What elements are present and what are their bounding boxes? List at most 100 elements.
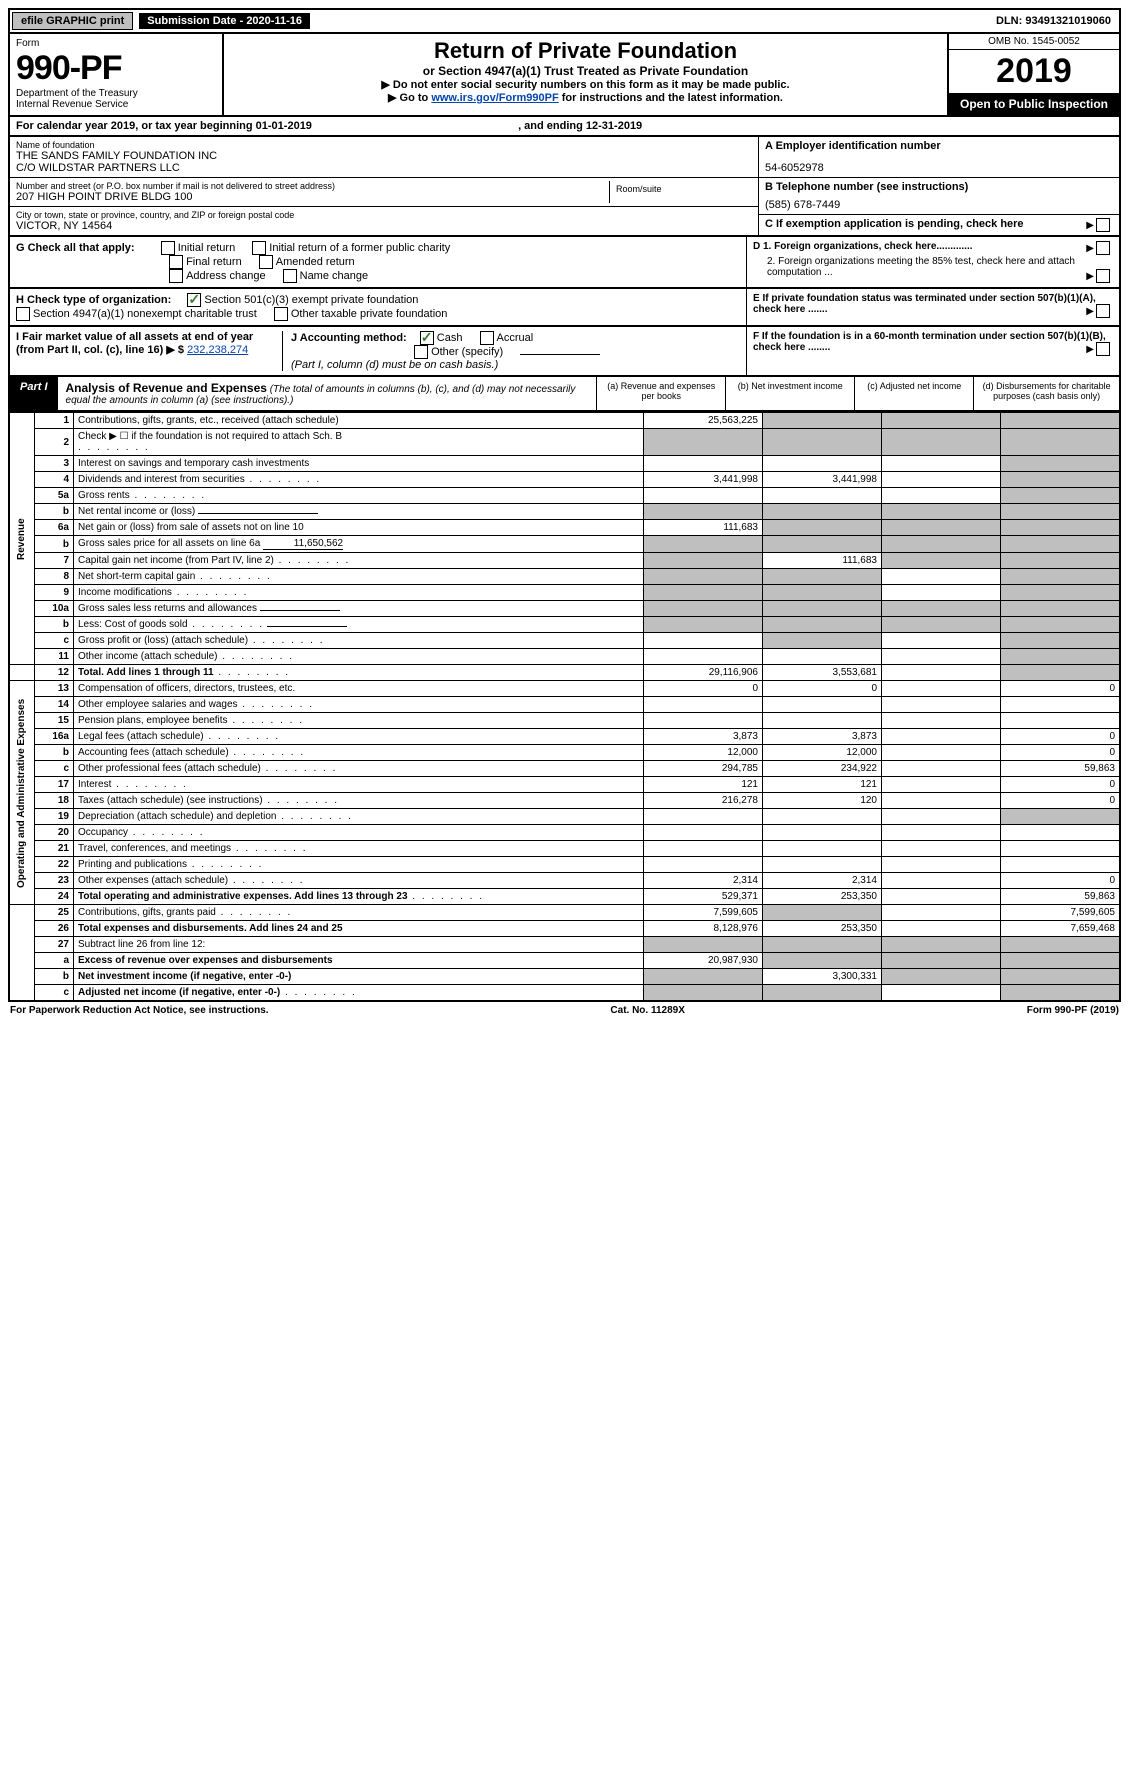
fmv-value[interactable]: 232,238,274 xyxy=(187,344,248,356)
line-number: b xyxy=(35,536,74,553)
amt-b xyxy=(763,937,882,953)
line-desc: Net short-term capital gain xyxy=(74,569,644,585)
s4947-checkbox[interactable] xyxy=(16,307,30,321)
header-right: OMB No. 1545-0052 2019 Open to Public In… xyxy=(947,34,1119,115)
amt-b xyxy=(763,649,882,665)
part1-header: Part I Analysis of Revenue and Expenses … xyxy=(8,377,1121,412)
amt-a xyxy=(644,697,763,713)
line-number: 2 xyxy=(35,429,74,456)
amt-b: 253,350 xyxy=(763,921,882,937)
amt-c xyxy=(882,633,1001,649)
amended-return-label: Amended return xyxy=(276,256,355,268)
line-desc-text: Contributions, gifts, grants paid xyxy=(78,907,216,918)
amt-b xyxy=(763,536,882,553)
line-number: 3 xyxy=(35,456,74,472)
line-desc: Contributions, gifts, grants paid xyxy=(74,905,644,921)
table-row: 25 Contributions, gifts, grants paid 7,5… xyxy=(9,905,1120,921)
amt-d xyxy=(1001,413,1121,429)
amt-b xyxy=(763,809,882,825)
amt-b xyxy=(763,413,882,429)
d1-checkbox[interactable] xyxy=(1096,241,1110,255)
line-desc-text: Gross sales price for all assets on line… xyxy=(78,538,263,549)
tax-year: 2019 xyxy=(949,50,1119,93)
final-return-checkbox[interactable] xyxy=(169,255,183,269)
amt-d xyxy=(1001,553,1121,569)
line-desc: Gross sales price for all assets on line… xyxy=(74,536,644,553)
line-desc-text: Accounting fees (attach schedule) xyxy=(78,747,229,758)
line-number: 7 xyxy=(35,553,74,569)
amt-d xyxy=(1001,841,1121,857)
name-change-checkbox[interactable] xyxy=(283,269,297,283)
d2-checkbox[interactable] xyxy=(1096,269,1110,283)
amt-a xyxy=(644,825,763,841)
other-method-checkbox[interactable] xyxy=(414,345,428,359)
amt-d xyxy=(1001,697,1121,713)
line-desc: Depreciation (attach schedule) and deple… xyxy=(74,809,644,825)
initial-former-checkbox[interactable] xyxy=(252,241,266,255)
amt-a: 29,116,906 xyxy=(644,665,763,681)
amt-d: 0 xyxy=(1001,793,1121,809)
amt-a: 12,000 xyxy=(644,745,763,761)
amt-a: 7,599,605 xyxy=(644,905,763,921)
line-desc: Income modifications xyxy=(74,585,644,601)
amt-c xyxy=(882,841,1001,857)
part1-desc: Analysis of Revenue and Expenses (The to… xyxy=(58,377,597,410)
line-desc-text: Occupancy xyxy=(78,827,128,838)
cat-number: Cat. No. 11289X xyxy=(610,1005,684,1016)
city-value: VICTOR, NY 14564 xyxy=(16,220,752,232)
line-desc: Total. Add lines 1 through 11 xyxy=(74,665,644,681)
f-checkbox[interactable] xyxy=(1096,342,1110,356)
table-row: 20 Occupancy xyxy=(9,825,1120,841)
exemption-checkbox[interactable] xyxy=(1096,218,1110,232)
amt-b: 0 xyxy=(763,681,882,697)
table-row: 5a Gross rents xyxy=(9,488,1120,504)
form-number: 990-PF xyxy=(16,49,216,88)
line-desc: Legal fees (attach schedule) xyxy=(74,729,644,745)
line-desc-text: Gross rents xyxy=(78,490,130,501)
room-label: Room/suite xyxy=(609,181,752,203)
line-desc: Accounting fees (attach schedule) xyxy=(74,745,644,761)
amt-c xyxy=(882,681,1001,697)
line-number: 12 xyxy=(35,665,74,681)
line-number: a xyxy=(35,953,74,969)
s501-checkbox[interactable] xyxy=(187,293,201,307)
line-desc: Travel, conferences, and meetings xyxy=(74,841,644,857)
revenue-side-label: Revenue xyxy=(9,413,35,665)
efile-print-button[interactable]: efile GRAPHIC print xyxy=(12,12,133,30)
other-taxable-checkbox[interactable] xyxy=(274,307,288,321)
city-label: City or town, state or province, country… xyxy=(16,210,752,220)
address-change-checkbox[interactable] xyxy=(169,269,183,283)
amt-c xyxy=(882,553,1001,569)
table-row: b Net investment income (if negative, en… xyxy=(9,969,1120,985)
phone-cell: B Telephone number (see instructions) (5… xyxy=(759,178,1119,215)
table-row: 14 Other employee salaries and wages xyxy=(9,697,1120,713)
line-desc-text: Depreciation (attach schedule) and deple… xyxy=(78,811,276,822)
goto-link[interactable]: www.irs.gov/Form990PF xyxy=(431,92,558,104)
initial-return-checkbox[interactable] xyxy=(161,241,175,255)
amt-c xyxy=(882,520,1001,536)
j-cell: J Accounting method: Cash Accrual Other … xyxy=(283,331,740,371)
amt-b: 3,441,998 xyxy=(763,472,882,488)
amt-c xyxy=(882,873,1001,889)
line-number: 20 xyxy=(35,825,74,841)
line-number: 19 xyxy=(35,809,74,825)
amt-c xyxy=(882,985,1001,1002)
cash-checkbox[interactable] xyxy=(420,331,434,345)
line-desc: Gross sales less returns and allowances xyxy=(74,601,644,617)
table-row: c Gross profit or (loss) (attach schedul… xyxy=(9,633,1120,649)
line-desc: Net investment income (if negative, ente… xyxy=(74,969,644,985)
amt-b xyxy=(763,841,882,857)
amended-return-checkbox[interactable] xyxy=(259,255,273,269)
amt-b xyxy=(763,520,882,536)
goto-pre: ▶ Go to xyxy=(388,92,431,104)
line-desc: Capital gain net income (from Part IV, l… xyxy=(74,553,644,569)
line-number: 9 xyxy=(35,585,74,601)
accrual-checkbox[interactable] xyxy=(480,331,494,345)
line-desc: Other professional fees (attach schedule… xyxy=(74,761,644,777)
amt-b: 121 xyxy=(763,777,882,793)
other-taxable-label: Other taxable private foundation xyxy=(291,308,448,320)
e-checkbox[interactable] xyxy=(1096,304,1110,318)
line-desc-text: Income modifications xyxy=(78,587,172,598)
line-desc-text: Gross sales less returns and allowances xyxy=(78,603,257,614)
line-number: 6a xyxy=(35,520,74,536)
